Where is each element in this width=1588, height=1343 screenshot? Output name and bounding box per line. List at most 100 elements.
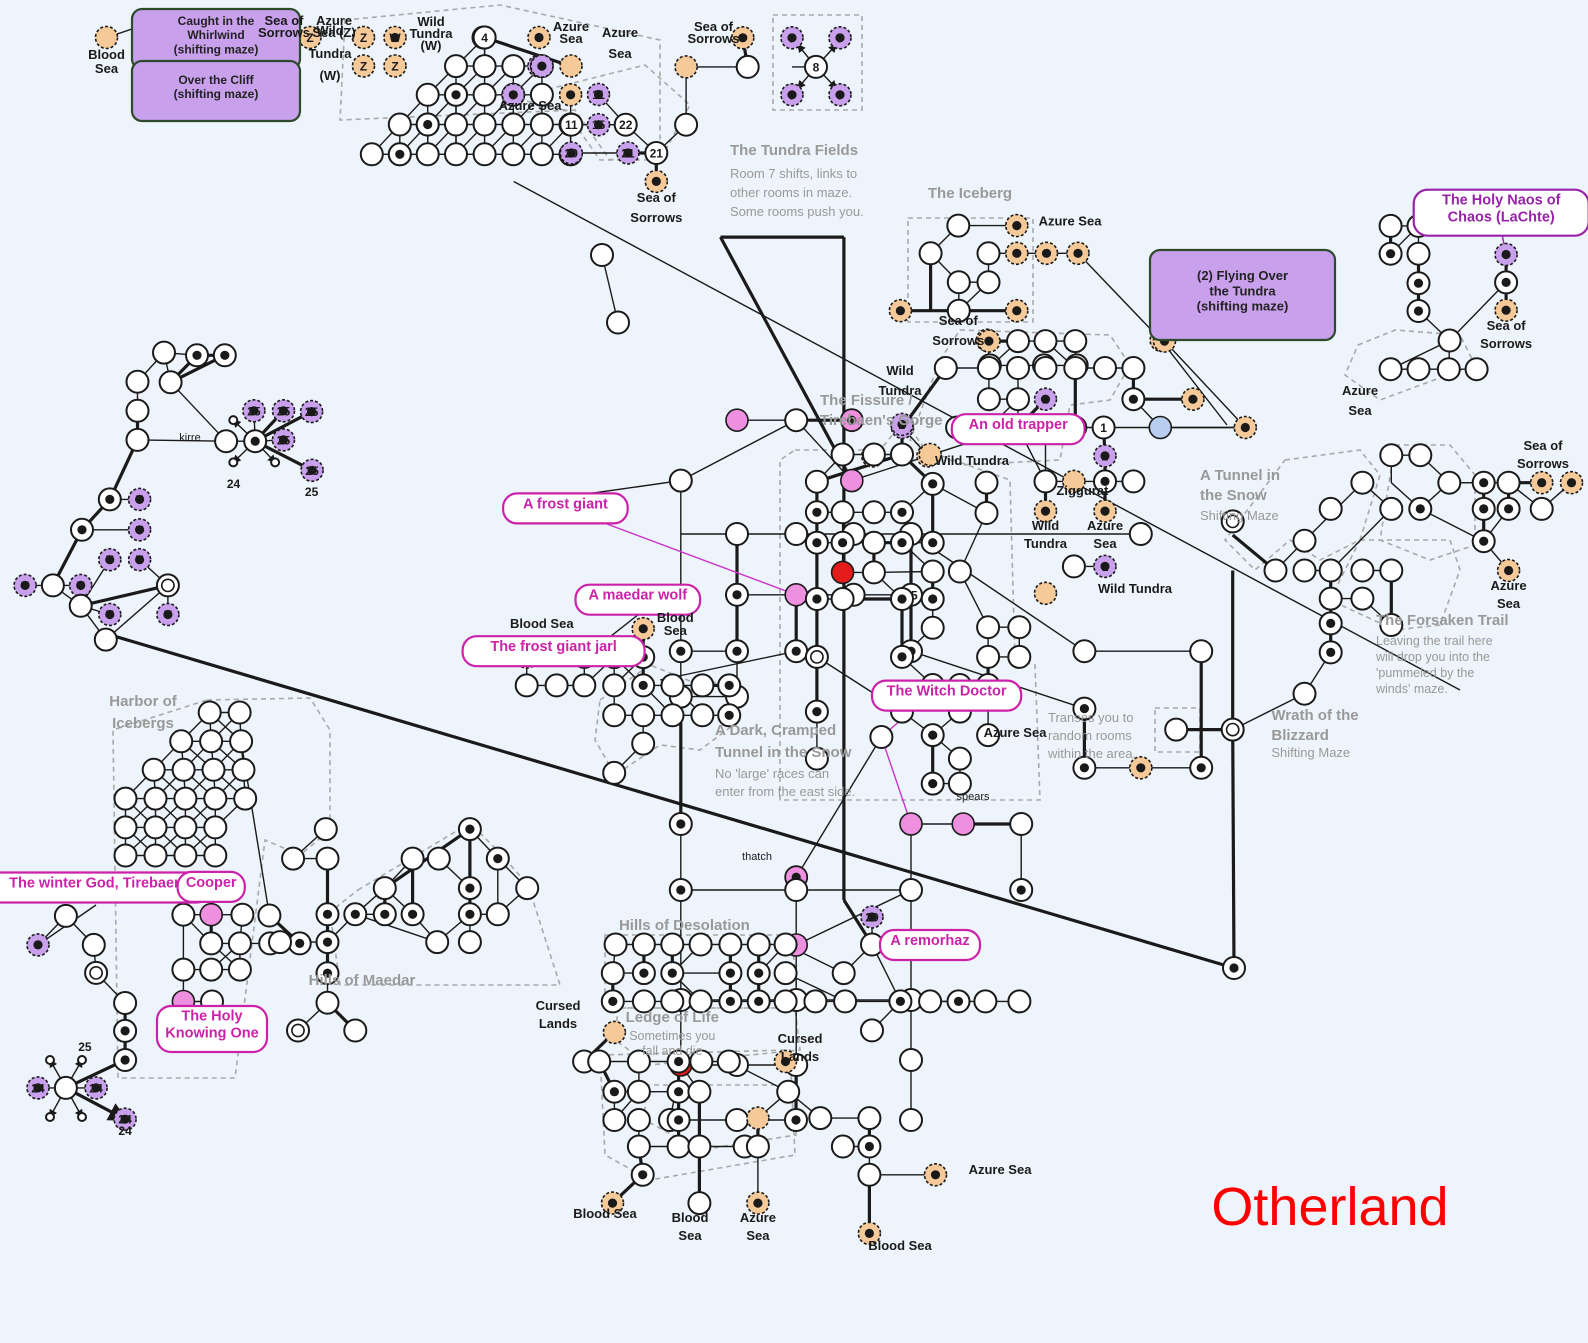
svg-text:(shifting maze): (shifting maze) <box>1197 299 1289 314</box>
svg-text:Sea: Sea <box>1497 596 1521 611</box>
svg-text:(W): (W) <box>320 68 341 83</box>
svg-text:Azure Sea: Azure Sea <box>499 98 563 113</box>
svg-text:Shifting Maze: Shifting Maze <box>1200 508 1279 523</box>
svg-text:Blood Sea: Blood Sea <box>573 1206 637 1221</box>
svg-text:Z: Z <box>360 60 367 74</box>
svg-text:Sea of: Sea of <box>1487 318 1527 333</box>
svg-text:25: 25 <box>277 433 291 447</box>
svg-text:The Tundra Fields: The Tundra Fields <box>730 142 858 159</box>
svg-text:The Holy: The Holy <box>181 1009 242 1025</box>
svg-text:Tunnel in the Snow: Tunnel in the Snow <box>715 744 852 761</box>
svg-text:Room 7 shifts, links to: Room 7 shifts, links to <box>730 166 857 181</box>
svg-text:Sea: Sea <box>746 1228 770 1243</box>
svg-text:The frost giant jarl: The frost giant jarl <box>490 639 617 655</box>
svg-text:11: 11 <box>592 88 605 102</box>
svg-text:Over the Cliff: Over the Cliff <box>178 73 254 87</box>
svg-text:Blood: Blood <box>672 1210 709 1225</box>
svg-text:Wild: Wild <box>886 363 913 378</box>
svg-text:21: 21 <box>621 147 635 161</box>
svg-text:Icebergs: Icebergs <box>112 715 174 732</box>
svg-text:Sea: Sea <box>95 61 119 76</box>
svg-text:Sea: Sea <box>608 46 632 61</box>
svg-text:thatch: thatch <box>742 851 772 863</box>
svg-text:Azure Sea: Azure Sea <box>969 1162 1033 1177</box>
svg-text:Sorrows: Sorrows <box>932 333 984 348</box>
svg-text:The Iceberg: The Iceberg <box>928 185 1012 202</box>
svg-text:Sea: Sea <box>678 1228 702 1243</box>
svg-text:the Tundra: the Tundra <box>1209 283 1276 298</box>
svg-text:Blood: Blood <box>88 47 125 62</box>
svg-text:other rooms in maze.: other rooms in maze. <box>730 185 852 200</box>
svg-text:T: T <box>136 493 144 507</box>
svg-text:Sea of: Sea of <box>637 190 677 205</box>
svg-text:kirre: kirre <box>179 432 200 444</box>
svg-text:4: 4 <box>481 31 488 45</box>
svg-text:The Forsaken Trail: The Forsaken Trail <box>1376 612 1509 629</box>
svg-text:Knowing One: Knowing One <box>165 1026 258 1042</box>
svg-text:Azure: Azure <box>740 1210 776 1225</box>
svg-text:'pummeled by the: 'pummeled by the <box>1376 666 1474 680</box>
svg-text:2: 2 <box>1042 393 1049 407</box>
svg-text:Tundra: Tundra <box>1024 536 1068 551</box>
svg-text:The Witch Doctor: The Witch Doctor <box>887 684 1007 700</box>
svg-text:Cooper: Cooper <box>186 875 237 891</box>
svg-text:A Dark, Cramped: A Dark, Cramped <box>715 722 836 739</box>
svg-text:24: 24 <box>118 1124 132 1138</box>
svg-text:Azure: Azure <box>1491 578 1527 593</box>
svg-text:Wild: Wild <box>1032 518 1059 533</box>
svg-text:A frost giant: A frost giant <box>523 496 608 512</box>
svg-text:the Snow: the Snow <box>1200 487 1267 504</box>
svg-text:Blizzard: Blizzard <box>1271 727 1329 744</box>
svg-text:(shifting maze): (shifting maze) <box>174 42 259 56</box>
svg-text:Blood Sea: Blood Sea <box>510 616 574 631</box>
svg-text:A maedar wolf: A maedar wolf <box>589 588 688 604</box>
svg-text:Sea: Sea <box>1093 536 1117 551</box>
svg-text:2: 2 <box>1102 449 1109 463</box>
svg-text:Wild: Wild <box>316 23 343 38</box>
svg-text:8: 8 <box>539 60 546 74</box>
svg-text:15: 15 <box>592 118 606 132</box>
svg-text:Tirebaen's Gorge: Tirebaen's Gorge <box>820 412 943 429</box>
svg-text:20: 20 <box>565 147 579 161</box>
svg-text:The winter God, Tirebaen: The winter God, Tirebaen <box>9 876 183 892</box>
svg-text:fall and die: fall and die <box>642 1044 703 1058</box>
svg-text:21: 21 <box>650 147 664 161</box>
svg-text:25: 25 <box>305 485 319 499</box>
svg-text:Azure: Azure <box>1342 383 1378 398</box>
svg-text:Ziggurat: Ziggurat <box>1056 483 1109 498</box>
svg-text:7: 7 <box>789 31 796 45</box>
svg-text:Lands: Lands <box>539 1016 577 1031</box>
svg-text:Blood Sea: Blood Sea <box>868 1238 932 1253</box>
svg-text:11: 11 <box>565 118 578 132</box>
svg-text:Tundra: Tundra <box>308 46 352 61</box>
svg-text:8: 8 <box>813 60 820 74</box>
svg-text:Harbor of: Harbor of <box>109 693 178 710</box>
svg-text:A remorhaz: A remorhaz <box>890 933 969 949</box>
svg-text:(shifting maze): (shifting maze) <box>174 87 259 101</box>
svg-text:T: T <box>136 523 144 537</box>
svg-text:Ledge of Life: Ledge of Life <box>626 1009 719 1026</box>
svg-text:7: 7 <box>789 88 796 102</box>
svg-text:Hills of Desolation: Hills of Desolation <box>619 917 750 934</box>
svg-text:within the area.: within the area. <box>1047 746 1136 761</box>
svg-text:T: T <box>136 553 144 567</box>
svg-text:24: 24 <box>227 477 241 491</box>
svg-text:Azure: Azure <box>1087 518 1123 533</box>
svg-text:will drop you into the: will drop you into the <box>1375 650 1490 664</box>
svg-text:Chaos (LaChte): Chaos (LaChte) <box>1448 209 1555 225</box>
svg-text:W: W <box>389 31 401 45</box>
svg-text:25: 25 <box>305 405 319 419</box>
svg-text:Sorrows: Sorrows <box>1517 456 1569 471</box>
svg-text:7: 7 <box>837 31 844 45</box>
svg-text:Hills of Maedar: Hills of Maedar <box>309 972 416 989</box>
svg-text:The Fissure /: The Fissure / <box>820 392 913 409</box>
svg-text:T: T <box>106 553 114 567</box>
svg-text:T: T <box>77 579 85 593</box>
svg-text:7: 7 <box>837 88 844 102</box>
svg-text:No 'large' races can: No 'large' races can <box>715 766 829 781</box>
svg-text:Sorrows: Sorrows <box>630 210 682 225</box>
svg-text:Wild Tundra: Wild Tundra <box>935 453 1010 468</box>
svg-text:Azure Sea: Azure Sea <box>984 725 1048 740</box>
svg-text:Sea: Sea <box>559 31 583 46</box>
svg-text:Caught in the: Caught in the <box>178 14 255 28</box>
